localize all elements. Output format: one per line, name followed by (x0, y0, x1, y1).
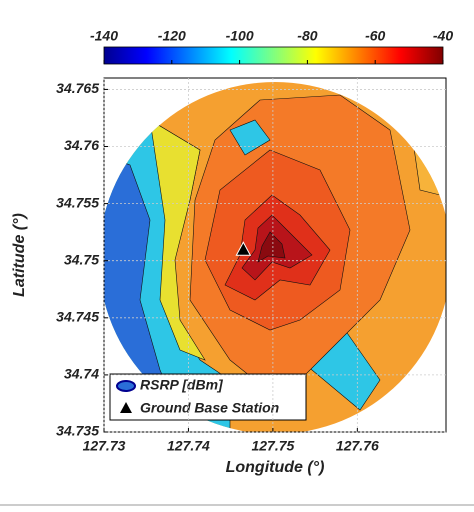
x-tick-label: 127.75 (251, 438, 294, 454)
colorbar-tick-label: -40 (433, 28, 453, 44)
base-station (235, 241, 252, 256)
y-tick-label: 34.76 (64, 137, 99, 153)
y-tick-label: 34.765 (56, 80, 99, 96)
legend-label: RSRP [dBm] (140, 377, 224, 393)
x-tick-label: 127.76 (336, 438, 379, 454)
x-tick-label: 127.73 (83, 438, 126, 454)
colorbar (103, 46, 444, 65)
y-tick-label: 34.75 (64, 251, 99, 267)
y-tick-label: 34.74 (64, 366, 99, 382)
legend-label: Ground Base Station (140, 400, 279, 416)
colorbar-tick-label: -80 (297, 28, 317, 44)
legend-swatch (116, 380, 136, 392)
legend-swatch (120, 402, 132, 413)
legend (109, 373, 307, 421)
x-axis-label: Longitude (°) (226, 459, 325, 476)
colorbar-tick-label: -140 (90, 28, 118, 44)
colorbar-tick-label: -120 (158, 28, 186, 44)
colorbar-tick-label: -60 (365, 28, 385, 44)
x-tick-label: 127.74 (167, 438, 210, 454)
y-axis-label: Latitude (°) (11, 213, 28, 297)
y-tick-label: 34.735 (56, 423, 99, 439)
y-tick-label: 34.745 (56, 309, 99, 325)
colorbar-tick-label: -100 (226, 28, 254, 44)
y-tick-label: 34.755 (56, 194, 99, 210)
